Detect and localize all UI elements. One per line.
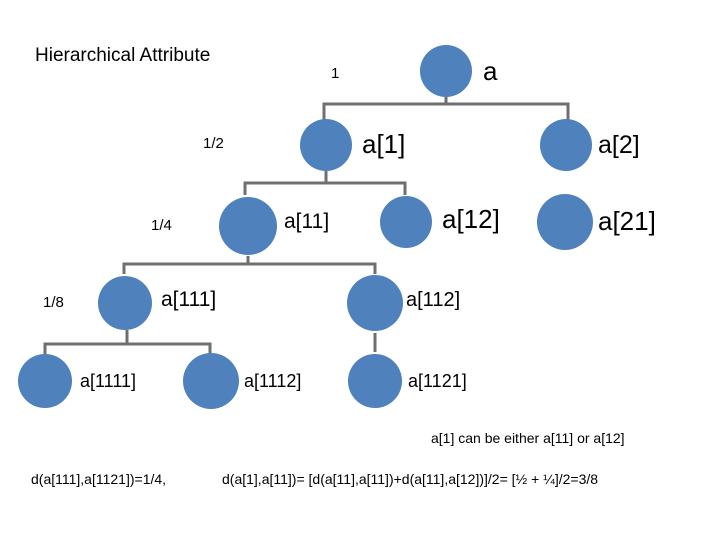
label-a1121: a[1121] — [408, 371, 467, 391]
tree-nodes — [18, 45, 593, 409]
node-a11 — [219, 197, 277, 255]
edge-a111-children — [43, 342, 212, 354]
label-a21: a[21] — [598, 206, 656, 236]
level-label-eighth: 1/8 — [43, 294, 64, 311]
label-a1: a[1] — [362, 129, 406, 159]
label-a111: a[111] — [161, 288, 217, 311]
edge-a1-children — [243, 181, 407, 195]
note-distance-leaf: d(a[111],a[1121])=1/4, — [31, 471, 167, 487]
node-a — [420, 45, 472, 97]
node-a12 — [380, 196, 432, 248]
note-either: a[1] can be either a[11] or a[12] — [431, 430, 625, 446]
node-a112 — [347, 275, 403, 331]
node-a111 — [98, 276, 152, 330]
label-a12: a[12] — [442, 204, 500, 234]
label-a: a — [483, 56, 498, 86]
label-a112: a[112] — [406, 289, 461, 311]
edge-a-children — [322, 102, 570, 124]
label-a1112: a[1112] — [244, 371, 302, 391]
label-a2: a[2] — [598, 131, 640, 159]
note-distance-inner: d(a[1],a[11])= [d(a[11],a[11])+d(a[11],a… — [222, 471, 599, 487]
level-label-half: 1/2 — [203, 135, 224, 152]
level-label-quarter: 1/4 — [151, 217, 172, 234]
node-a1121 — [348, 354, 402, 408]
level-label-1: 1 — [331, 65, 340, 82]
edge-a11-children — [122, 262, 377, 274]
node-a2 — [540, 119, 592, 171]
label-a1111: a[1111] — [80, 371, 137, 391]
node-a1 — [300, 119, 352, 171]
node-a21 — [537, 194, 593, 250]
node-a1112 — [183, 353, 239, 409]
node-a1111 — [18, 354, 72, 408]
diagram-title: Hierarchical Attribute — [35, 45, 211, 66]
label-a11: a[11] — [284, 210, 330, 233]
tree-edges — [43, 96, 570, 354]
